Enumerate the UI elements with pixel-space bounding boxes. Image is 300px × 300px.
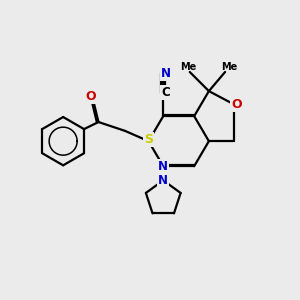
Text: N: N	[158, 160, 168, 173]
Text: Me: Me	[221, 62, 238, 72]
Text: C: C	[161, 86, 170, 99]
Text: Me: Me	[180, 62, 196, 72]
Text: N: N	[160, 67, 171, 80]
Text: O: O	[85, 90, 95, 103]
Text: N: N	[158, 174, 168, 187]
Text: O: O	[231, 98, 242, 111]
Text: S: S	[144, 134, 153, 146]
